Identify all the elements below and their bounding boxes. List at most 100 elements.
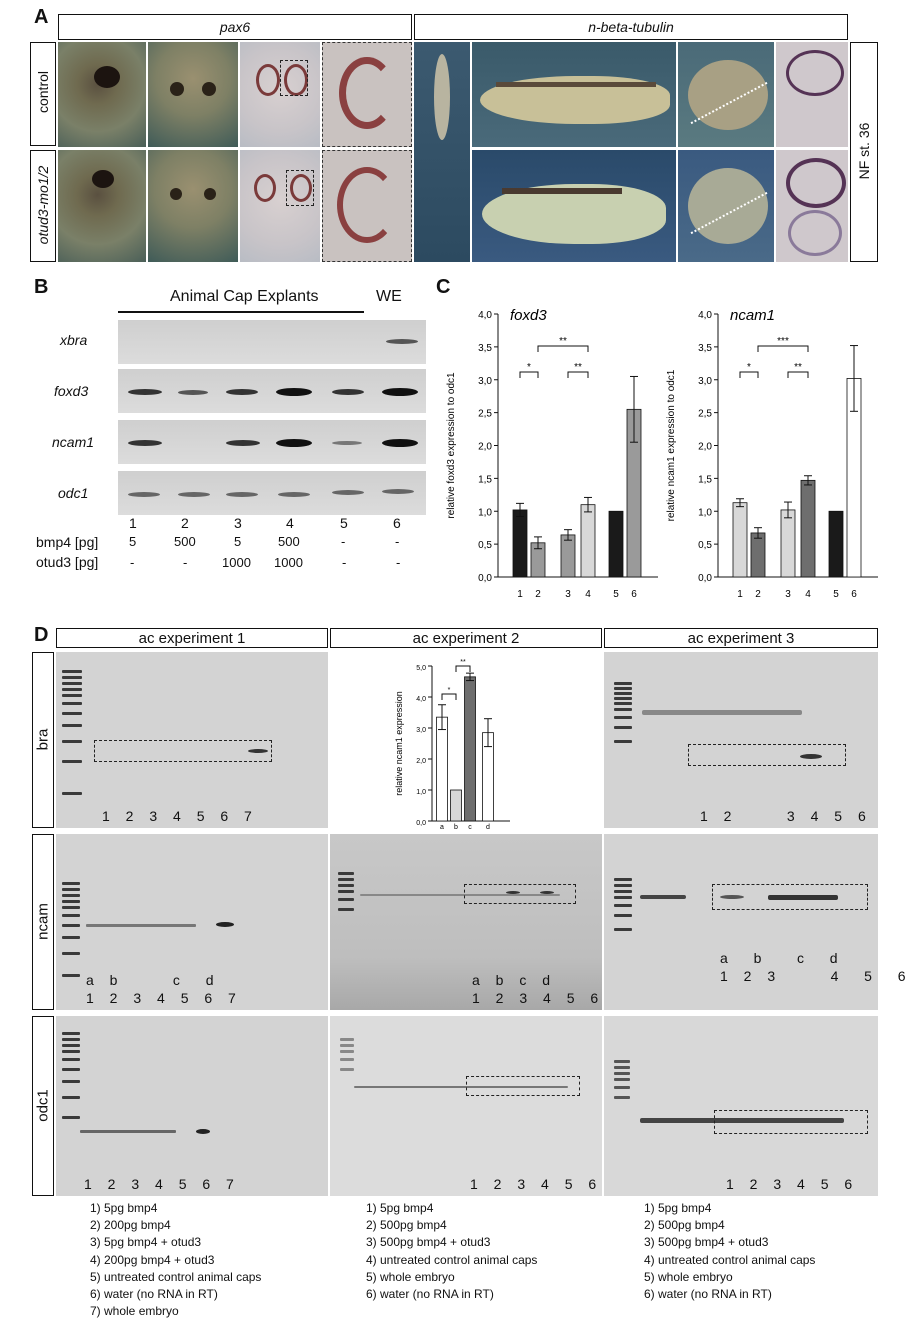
- bar: [828, 510, 844, 578]
- y-tick-label: 5,0: [416, 665, 426, 672]
- animal-cap-underline: [118, 311, 364, 313]
- y-tick-label: 2,5: [698, 409, 712, 420]
- photo-pax6-control-zoom: [322, 42, 412, 147]
- panel-label-d: D: [34, 624, 49, 646]
- y-axis-label: relative ncam1 expression to odc1: [666, 369, 677, 521]
- bar: [732, 502, 748, 578]
- row-label-morpholino: otud3-mo1/2: [35, 165, 51, 245]
- exp3-odc1-lanes: 1 2 3 4 5 6: [726, 1176, 859, 1192]
- bar: [464, 676, 476, 822]
- row-box-odc1: [32, 1016, 54, 1196]
- gel-xbra: [118, 320, 426, 364]
- y-axis-label: relative foxd3 expression to odc1: [446, 372, 457, 519]
- significance-bracket: [537, 345, 589, 352]
- x-tick-label: 2: [535, 589, 541, 600]
- gel-exp3-bra: [604, 652, 878, 828]
- bar: [512, 509, 528, 578]
- stage-label: NF st. 36: [856, 122, 872, 180]
- bar: [580, 504, 596, 578]
- row-label-ncam: ncam: [34, 903, 52, 940]
- animal-cap-title: Animal Cap Explants: [170, 288, 319, 305]
- significance-label: **: [574, 362, 582, 373]
- highlight-box: [714, 1110, 868, 1134]
- exp1-ncam-letters: a b c d: [86, 972, 220, 988]
- y-tick-label: 0,5: [698, 540, 712, 551]
- otud3-value: 1000: [274, 555, 303, 570]
- gel-ncam1: [118, 420, 426, 464]
- y-tick-label: 1,0: [478, 507, 492, 518]
- bmp4-value: 500: [278, 534, 300, 549]
- chart-title: ncam1: [730, 307, 775, 324]
- legend-item: 2) 200pg bmp4: [90, 1218, 171, 1233]
- chart-ncam1: 0,0 0,5 1,0 1,5 2,0 2,5 3,0 3,5 4,0 relative ncam…: [666, 307, 878, 600]
- legend-item: 3) 500pg bmp4 + otud3: [644, 1235, 769, 1250]
- significance-label: ***: [777, 336, 789, 347]
- otud3-value: -: [342, 555, 347, 570]
- legend-item: 4) untreated control animal caps: [366, 1252, 538, 1267]
- legend-item: 2) 500pg bmp4: [644, 1218, 725, 1233]
- panel-label-c: C: [436, 276, 451, 298]
- exp2-title: ac experiment 2: [330, 628, 602, 648]
- x-tick-label: a: [440, 824, 444, 831]
- legend-exp1: 1) 5pg bmp4 2) 200pg bmp4 3) 5pg bmp4 + …: [90, 1200, 261, 1320]
- x-tick-label: b: [454, 824, 458, 831]
- y-tick-label: 3,0: [698, 376, 712, 387]
- photo-tubulin-control-lateral: [472, 42, 676, 147]
- y-tick-label: 4,0: [416, 696, 426, 703]
- y-tick-label: 0,0: [698, 573, 712, 584]
- bmp4-value: 5: [129, 534, 137, 549]
- gel-odc1: [118, 471, 426, 515]
- y-tick-label: 1,0: [416, 789, 426, 796]
- bar: [560, 534, 576, 578]
- significance-bracket: [455, 665, 471, 672]
- legend-item: 1) 5pg bmp4: [644, 1201, 712, 1215]
- otud3-value: 1000: [222, 555, 251, 570]
- photo-pax6-mo-dorsal: [148, 150, 238, 262]
- legend-item: 3) 5pg bmp4 + otud3: [90, 1235, 202, 1250]
- lane-num-5: 5: [340, 515, 348, 531]
- gel-exp2-ncam: [330, 834, 602, 1010]
- significance-label: *: [747, 362, 751, 373]
- photo-pax6-mo-section: [240, 150, 320, 262]
- gel-exp3-odc1: [604, 1016, 878, 1196]
- chart-foxd3: 0,0 0,5 1,0 1,5 2,0 2,5 3,0 3,5 4,0 relative foxd…: [446, 307, 658, 600]
- y-tick-label: 0,0: [416, 820, 426, 827]
- x-tick-label: 6: [851, 589, 857, 600]
- lane-num-1: 1: [129, 515, 137, 531]
- y-tick-label: 0,0: [478, 573, 492, 584]
- y-tick-label: 3,0: [416, 727, 426, 734]
- y-tick-label: 1,0: [698, 507, 712, 518]
- y-tick-label: 0,5: [478, 540, 492, 551]
- x-tick-label: 3: [565, 589, 571, 600]
- bmp4-value: 5: [234, 534, 242, 549]
- gel-exp1-ncam: [56, 834, 328, 1010]
- we-label: WE: [376, 288, 402, 305]
- header-n-beta-tubulin: n-beta-tubulin: [414, 14, 848, 40]
- legend-item: 6) water (no RNA in RT): [366, 1287, 494, 1302]
- gene-label-foxd3: foxd3: [54, 383, 89, 399]
- y-tick-label: 2,5: [478, 409, 492, 420]
- bmp4-value: -: [395, 534, 400, 549]
- photo-pax6-control-lateral: [58, 42, 146, 147]
- bar: [450, 789, 462, 822]
- legend-exp3: 1) 5pg bmp4 2) 500pg bmp4 3) 500pg bmp4 …: [644, 1200, 815, 1303]
- y-axis-label: relative ncam1 expression: [394, 691, 404, 796]
- photo-tubulin-mo-head: [678, 150, 774, 262]
- bmp4-value: -: [341, 534, 346, 549]
- significance-bracket: [739, 371, 759, 378]
- legend-item: 3) 500pg bmp4 + otud3: [366, 1235, 491, 1250]
- legend-item: 6) water (no RNA in RT): [90, 1287, 218, 1302]
- photo-tubulin-mo-section: [776, 150, 848, 262]
- x-tick-label: d: [486, 824, 490, 831]
- significance-label: **: [559, 336, 567, 347]
- bar: [800, 479, 816, 578]
- row-label-control: control: [35, 70, 51, 114]
- panel-label-a: A: [34, 6, 49, 28]
- exp3-ncam-lanes: 1 2 3 4 5 6: [720, 968, 912, 984]
- x-tick-label: c: [468, 824, 472, 831]
- y-tick-label: 2,0: [416, 758, 426, 765]
- y-tick-label: 3,5: [478, 343, 492, 354]
- otud3-value: -: [396, 555, 401, 570]
- y-tick-label: 1,5: [698, 474, 712, 485]
- legend-item: 1) 5pg bmp4: [366, 1201, 434, 1215]
